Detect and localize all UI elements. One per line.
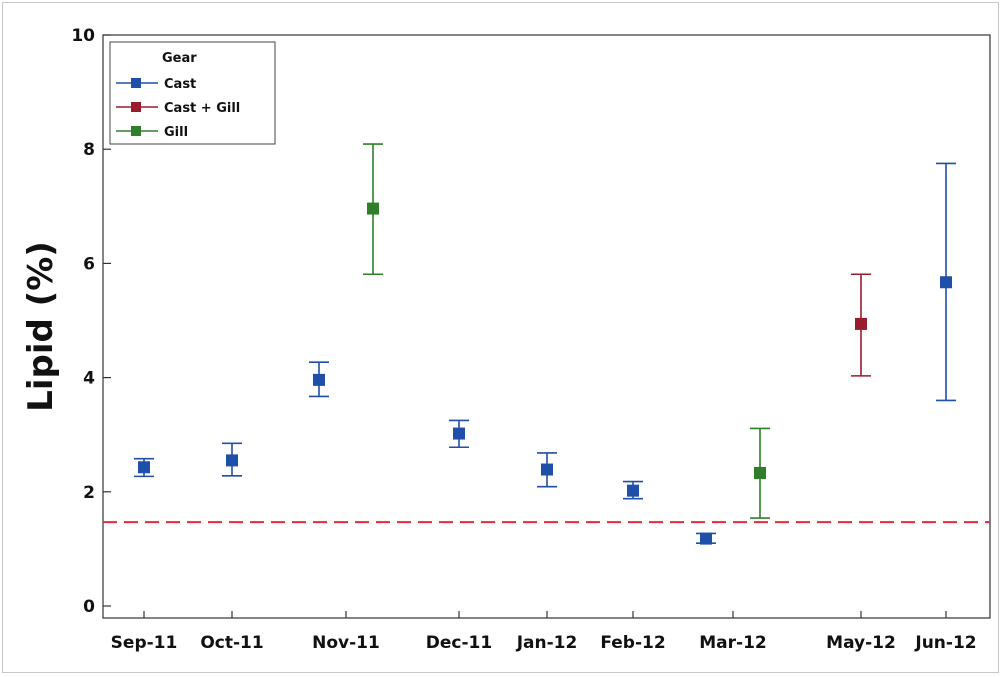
mean-marker [367,202,379,215]
y-tick-label: 10 [71,26,95,46]
mean-marker [940,276,952,289]
mean-marker [700,532,712,545]
mean-marker [541,463,553,476]
y-tick-label: 0 [83,597,95,617]
x-tick-label: May-12 [826,633,896,653]
x-tick-label: Sep-11 [111,633,178,653]
x-tick-label: Dec-11 [426,633,492,653]
y-axis-label: Lipid (%) [21,241,61,412]
series-group [134,143,956,545]
series-cast [134,162,956,545]
x-tick-label: Jun-12 [914,633,976,653]
y-tick-label: 8 [83,140,95,160]
mean-marker [627,484,639,497]
legend-label: Gill [164,125,188,140]
mean-marker [313,373,325,386]
y-tick-label: 2 [83,483,95,503]
x-axis: Sep-11 Oct-11 Nov-11 Dec-11 Jan-12 Feb-12 Mar-… [111,611,977,653]
mean-marker [754,466,766,479]
legend-marker [131,126,141,136]
legend-label: Cast + Gill [164,101,240,116]
x-tick-label: Oct-11 [200,633,263,653]
y-axis: 0 2 4 6 8 10 [71,26,111,617]
x-tick-label: Jan-12 [516,633,578,653]
series-gill [363,143,770,519]
legend-title: Gear [162,51,197,66]
x-tick-label: Feb-12 [600,633,665,653]
x-tick-label: Mar-12 [699,633,767,653]
mean-marker [453,427,465,440]
legend: Gear Cast Cast + Gill Gill [109,41,276,145]
legend-label: Cast [164,77,196,92]
mean-marker [138,461,150,474]
x-tick-label: Nov-11 [312,633,380,653]
series-cast-gill [851,273,871,377]
y-tick-label: 6 [83,254,95,274]
y-tick-label: 4 [83,369,95,389]
legend-marker [131,102,141,112]
mean-marker [855,317,867,330]
legend-marker [131,78,141,88]
mean-marker [226,454,238,467]
